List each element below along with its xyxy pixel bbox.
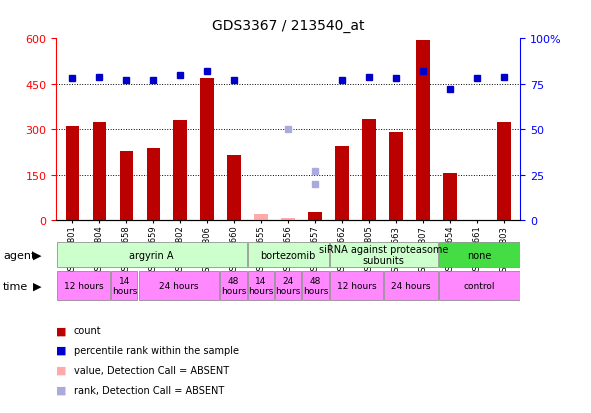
Text: value, Detection Call = ABSENT: value, Detection Call = ABSENT (74, 365, 229, 375)
FancyBboxPatch shape (111, 271, 138, 301)
Text: ▶: ▶ (33, 250, 41, 260)
Bar (174, 121, 187, 221)
Bar (443, 174, 457, 221)
FancyBboxPatch shape (248, 242, 329, 268)
Bar (254, 214, 268, 221)
Bar (66, 127, 79, 221)
Text: 48
hours: 48 hours (303, 276, 328, 296)
Bar (335, 147, 349, 221)
Bar (389, 133, 402, 221)
Text: 24
hours: 24 hours (275, 276, 301, 296)
FancyBboxPatch shape (248, 271, 274, 301)
Bar (497, 123, 511, 221)
Bar (309, 212, 322, 221)
Text: GDS3367 / 213540_at: GDS3367 / 213540_at (212, 19, 365, 33)
Bar (416, 41, 430, 221)
Text: ■: ■ (56, 365, 67, 375)
Bar (200, 78, 214, 221)
Text: agent: agent (3, 250, 35, 260)
FancyBboxPatch shape (220, 271, 246, 301)
Bar (362, 119, 376, 221)
FancyBboxPatch shape (330, 271, 383, 301)
Text: bortezomib: bortezomib (261, 250, 316, 260)
Text: 48
hours: 48 hours (221, 276, 246, 296)
Text: time: time (3, 281, 28, 291)
Text: 24 hours: 24 hours (159, 282, 199, 290)
Bar (228, 156, 241, 221)
Text: 24 hours: 24 hours (391, 282, 431, 290)
Bar (93, 123, 106, 221)
FancyBboxPatch shape (384, 271, 438, 301)
Text: 14
hours: 14 hours (112, 276, 137, 296)
Text: control: control (463, 282, 495, 290)
Text: ■: ■ (56, 345, 67, 355)
FancyBboxPatch shape (439, 242, 519, 268)
Text: ■: ■ (56, 325, 67, 335)
Bar (119, 151, 133, 221)
Text: percentile rank within the sample: percentile rank within the sample (74, 345, 239, 355)
FancyBboxPatch shape (275, 271, 301, 301)
FancyBboxPatch shape (57, 271, 110, 301)
Text: none: none (467, 250, 491, 260)
FancyBboxPatch shape (57, 242, 246, 268)
Text: siRNA against proteasome
subunits: siRNA against proteasome subunits (319, 244, 449, 266)
Text: rank, Detection Call = ABSENT: rank, Detection Call = ABSENT (74, 385, 224, 395)
Text: count: count (74, 325, 102, 335)
Text: 12 hours: 12 hours (336, 282, 376, 290)
Bar (281, 218, 295, 221)
FancyBboxPatch shape (138, 271, 219, 301)
Bar (147, 148, 160, 221)
FancyBboxPatch shape (303, 271, 329, 301)
Text: argyrin A: argyrin A (129, 250, 174, 260)
Text: ■: ■ (56, 385, 67, 395)
Text: ▶: ▶ (33, 281, 41, 291)
FancyBboxPatch shape (439, 271, 519, 301)
Text: 14
hours: 14 hours (248, 276, 274, 296)
FancyBboxPatch shape (330, 242, 438, 268)
Text: 12 hours: 12 hours (64, 282, 103, 290)
